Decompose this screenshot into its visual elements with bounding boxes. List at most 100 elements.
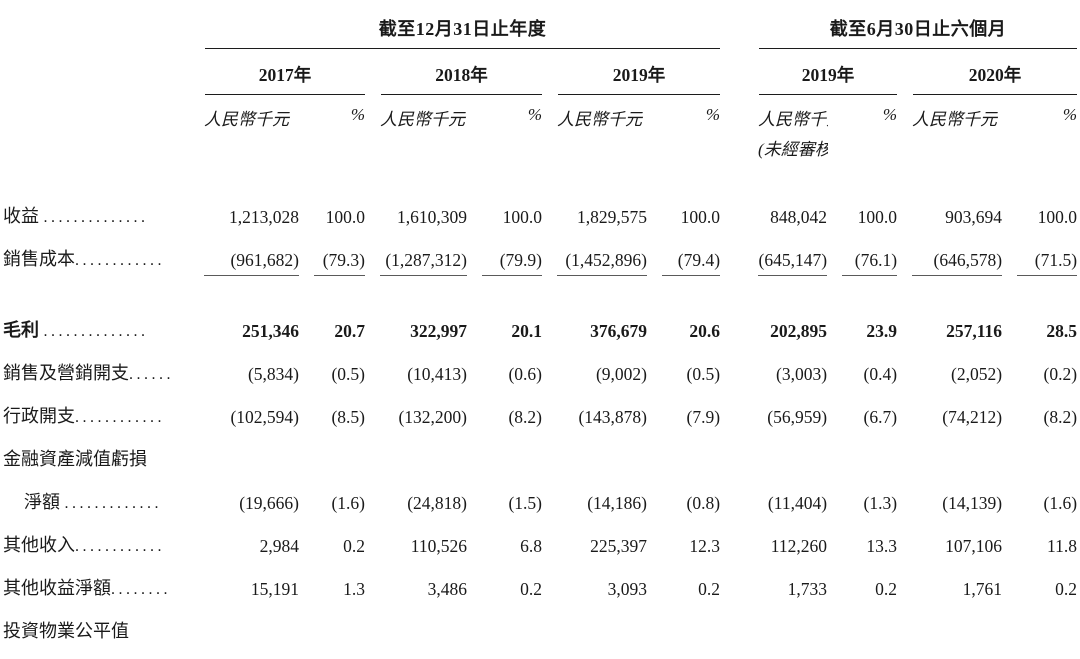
- amount-cell: [744, 607, 828, 650]
- dot-leader: ........: [111, 581, 171, 598]
- percent-cell: [300, 435, 366, 478]
- percent-cell: (79.4): [648, 235, 721, 278]
- amount-cell: 107,106: [945, 536, 1003, 556]
- year-header-row: 2017年 2018年 2019年 2019年 2020年: [2, 50, 1078, 96]
- dot-leader: ............: [75, 538, 165, 555]
- percent-cell: (79.9): [468, 235, 543, 278]
- column-gap: [721, 650, 744, 659]
- amount-cell: (1,287,312): [366, 235, 468, 278]
- amount-cell: [543, 435, 648, 478]
- percent-cell: (0.8): [686, 493, 721, 513]
- percent-cell: 0.1: [300, 650, 366, 659]
- percent-cell: 20.6: [689, 321, 721, 341]
- percent-cell: (7.9): [686, 407, 721, 427]
- percent-cell: (76.1): [828, 235, 898, 278]
- row-label: 其他收益淨額........: [3, 578, 171, 598]
- percent-cell: 100.0: [857, 207, 898, 227]
- amount-cell: 1,610,309: [397, 207, 467, 227]
- unaudited-note: (未經審核): [758, 140, 828, 159]
- unit-header: 人民幣千元: [912, 110, 998, 129]
- percent-cell: 11.8: [1047, 536, 1078, 556]
- table-row: 收益 .............. 1,213,028 100.0 1,610,309…: [2, 192, 1078, 235]
- amount-cell: (11,404): [767, 493, 828, 513]
- year-header-2019-interim: 2019年: [744, 50, 898, 96]
- percent-cell: [648, 607, 721, 650]
- percent-cell: [1003, 607, 1078, 650]
- percent-cell: [1003, 435, 1078, 478]
- percent-cell: (1.6): [331, 493, 365, 513]
- percent-cell: 100.0: [1037, 207, 1078, 227]
- amount-cell: 251,346: [242, 321, 299, 341]
- percent-cell: 0.0: [828, 650, 898, 659]
- period-group-title: 截至12月31日止年度: [205, 15, 721, 49]
- column-gap: [721, 96, 744, 192]
- year-header-2018: 2018年: [366, 50, 543, 96]
- amount-cell: 1,733: [787, 579, 828, 599]
- percent-cell: (79.3): [300, 235, 366, 278]
- percent-cell: (0.1): [468, 650, 543, 659]
- percent-cell: [648, 435, 721, 478]
- amount-cell: [898, 435, 1003, 478]
- percent-cell: (1.5): [508, 493, 542, 513]
- amount-cell: (24,818): [407, 493, 467, 513]
- percent-cell: 12.3: [689, 536, 721, 556]
- column-gap: [721, 50, 744, 96]
- percent-cell: (8.2): [508, 407, 542, 427]
- period-group-row: 截至12月31日止年度 截至6月30日止六個月: [2, 6, 1078, 50]
- table-row: 行政開支............ (102,594) (8.5) (132,200) (…: [2, 392, 1078, 435]
- financial-results-table: 截至12月31日止年度 截至6月30日止六個月 2017年 2018年 2019…: [2, 6, 1078, 659]
- amount-cell: (56,959): [767, 407, 828, 427]
- amount-cell: (1,452,896): [543, 235, 648, 278]
- amount-cell: [543, 607, 648, 650]
- amount-cell: 257,116: [946, 321, 1003, 341]
- amount-cell: [366, 435, 468, 478]
- amount-cell: (14,186): [587, 493, 647, 513]
- row-label: 收益／(虧損)......: [2, 650, 190, 659]
- percent-cell: (0.4): [863, 364, 898, 384]
- amount-cell: 225,397: [590, 536, 647, 556]
- row-label: 銷售成本............: [3, 249, 165, 269]
- amount-cell: (143,878): [578, 407, 647, 427]
- table-row: 銷售及營銷開支...... (5,834) (0.5) (10,413) (0.6) (9…: [2, 349, 1078, 392]
- percent-cell: (0.5): [686, 364, 721, 384]
- percent-cell: [468, 607, 543, 650]
- percent-cell: [828, 435, 898, 478]
- percent-cell: [300, 607, 366, 650]
- column-gap: [721, 192, 744, 235]
- dot-leader: ..............: [43, 209, 149, 226]
- percent-header: %: [1062, 105, 1078, 124]
- period-group-header-annual: 截至12月31日止年度: [190, 6, 721, 50]
- table-row: 金融資產減值虧損: [2, 435, 1078, 478]
- column-gap: [721, 521, 744, 564]
- percent-cell: 0.2: [698, 579, 721, 599]
- amount-cell: [190, 607, 300, 650]
- percent-cell: [828, 607, 898, 650]
- column-gap: [721, 392, 744, 435]
- percent-cell: 6.8: [520, 536, 542, 556]
- unit-header-row: 人民幣千元 % 人民幣千元 % 人民幣千元 % 人民幣千元 (未經審核) % 人民…: [2, 96, 1078, 192]
- year-header-2020-interim: 2020年: [898, 50, 1078, 96]
- amount-cell: (5,834): [247, 364, 299, 384]
- table-row: 收益／(虧損)......1,0410.1(180)(0.1)1,0850.12…: [2, 650, 1078, 659]
- table-body: 收益 .............. 1,213,028 100.0 1,610,309…: [2, 192, 1078, 659]
- amount-cell: 1,829,575: [577, 207, 647, 227]
- percent-cell: (0.5): [331, 364, 365, 384]
- amount-cell: 112,260: [770, 536, 828, 556]
- label-column-header: [2, 50, 190, 96]
- unit-header-with-note: 人民幣千元 (未經審核): [744, 96, 828, 192]
- amount-cell: 903,694: [945, 207, 1003, 227]
- amount-cell: 214: [744, 650, 828, 659]
- amount-cell: [366, 607, 468, 650]
- amount-cell: (180): [366, 650, 468, 659]
- percent-cell: (8.5): [331, 407, 365, 427]
- amount-cell: 3,486: [427, 579, 467, 599]
- percent-cell: (6.7): [863, 407, 898, 427]
- percent-cell: (1.3): [863, 493, 898, 513]
- amount-cell: (102,594): [230, 407, 299, 427]
- dot-leader: ......: [129, 366, 174, 383]
- percent-cell: (0.6): [508, 364, 542, 384]
- amount-cell: 557: [898, 650, 1003, 659]
- column-gap: [721, 435, 744, 478]
- row-label: 其他收入............: [3, 535, 165, 555]
- amount-cell: 15,191: [250, 579, 299, 599]
